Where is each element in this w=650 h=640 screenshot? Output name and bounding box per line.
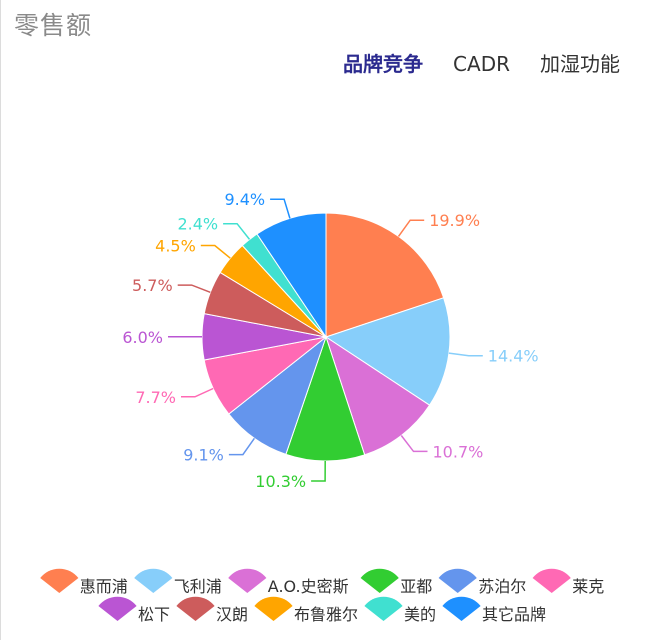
legend-marker bbox=[228, 568, 267, 593]
data-label: 5.7% bbox=[132, 276, 173, 295]
data-label: 9.4% bbox=[224, 190, 265, 209]
leader-line bbox=[448, 352, 483, 357]
data-label: 9.1% bbox=[183, 446, 224, 465]
legend-marker bbox=[532, 568, 571, 593]
legend-marker bbox=[364, 596, 403, 621]
data-label: 2.4% bbox=[177, 215, 218, 234]
data-label: 4.5% bbox=[155, 237, 196, 256]
data-label: 10.3% bbox=[255, 472, 306, 491]
tab-cadr[interactable]: CADR bbox=[453, 52, 510, 76]
legend-label: 莱克 bbox=[572, 577, 604, 596]
legend-label: 松下 bbox=[138, 605, 170, 624]
leader-line bbox=[397, 219, 425, 237]
legend-item[interactable]: 苏泊尔 bbox=[438, 568, 527, 596]
data-label: 6.0% bbox=[122, 328, 163, 347]
legend-item[interactable]: 莱克 bbox=[532, 568, 605, 596]
legend-marker bbox=[254, 596, 293, 621]
legend-label: 惠而浦 bbox=[80, 577, 128, 596]
legend-item[interactable]: 布鲁雅尔 bbox=[254, 596, 358, 624]
frame-border bbox=[0, 0, 1, 640]
legend-marker bbox=[134, 568, 173, 593]
leader-line bbox=[177, 284, 211, 293]
legend-item[interactable]: A.O.史密斯 bbox=[228, 568, 349, 596]
legend-marker bbox=[98, 596, 137, 621]
legend-label: 亚都 bbox=[400, 577, 432, 596]
pie-slice[interactable] bbox=[325, 212, 445, 338]
legend-label: 苏泊尔 bbox=[478, 577, 526, 596]
legend-marker bbox=[176, 596, 215, 621]
legend-item[interactable]: 惠而浦 bbox=[40, 568, 128, 596]
legend-item[interactable]: 亚都 bbox=[360, 568, 433, 596]
legend-label: 其它品牌 bbox=[482, 605, 546, 624]
legend-item[interactable]: 汉朗 bbox=[176, 596, 248, 624]
tab-brand-competition[interactable]: 品牌竞争 bbox=[343, 52, 424, 76]
chart-tabs: 品牌竞争 CADR 加湿功能 bbox=[343, 48, 620, 77]
legend-marker bbox=[40, 568, 79, 593]
tab-humidify[interactable]: 加湿功能 bbox=[540, 52, 620, 76]
legend-label: A.O.史密斯 bbox=[268, 577, 349, 596]
leader-line bbox=[270, 198, 291, 219]
leader-line bbox=[311, 460, 326, 482]
legend-label: 布鲁雅尔 bbox=[294, 605, 358, 624]
legend-marker bbox=[438, 568, 477, 593]
leader-line bbox=[181, 387, 214, 398]
data-label: 10.7% bbox=[433, 442, 484, 461]
leader-line bbox=[200, 244, 231, 259]
section-title: 零售额 bbox=[14, 11, 93, 40]
leader-line bbox=[228, 437, 256, 456]
legend-marker bbox=[442, 596, 481, 621]
leader-line bbox=[400, 435, 428, 453]
legend-item[interactable]: 其它品牌 bbox=[442, 596, 546, 624]
legend-item[interactable]: 松下 bbox=[98, 596, 170, 624]
pie-labels: 19.9% 14.4% 10.7% 10.3% 9.1% 7.7% 6.0% 5.7% 4.5%… bbox=[122, 190, 538, 491]
data-label: 7.7% bbox=[135, 388, 176, 407]
pie-slice[interactable] bbox=[285, 335, 366, 462]
pie-slices bbox=[201, 212, 451, 462]
legend-label: 飞利浦 bbox=[174, 577, 222, 596]
legend-label: 汉朗 bbox=[216, 605, 248, 624]
legend-item[interactable]: 美的 bbox=[364, 596, 436, 624]
pie-slice[interactable] bbox=[325, 335, 431, 456]
legend-label: 美的 bbox=[404, 605, 436, 624]
data-label: 14.4% bbox=[488, 347, 539, 366]
legend-item[interactable]: 飞利浦 bbox=[134, 568, 222, 596]
legend-marker bbox=[360, 568, 399, 593]
data-label: 19.9% bbox=[429, 211, 480, 230]
pie-slice[interactable] bbox=[324, 297, 451, 406]
leader-line bbox=[223, 222, 251, 240]
